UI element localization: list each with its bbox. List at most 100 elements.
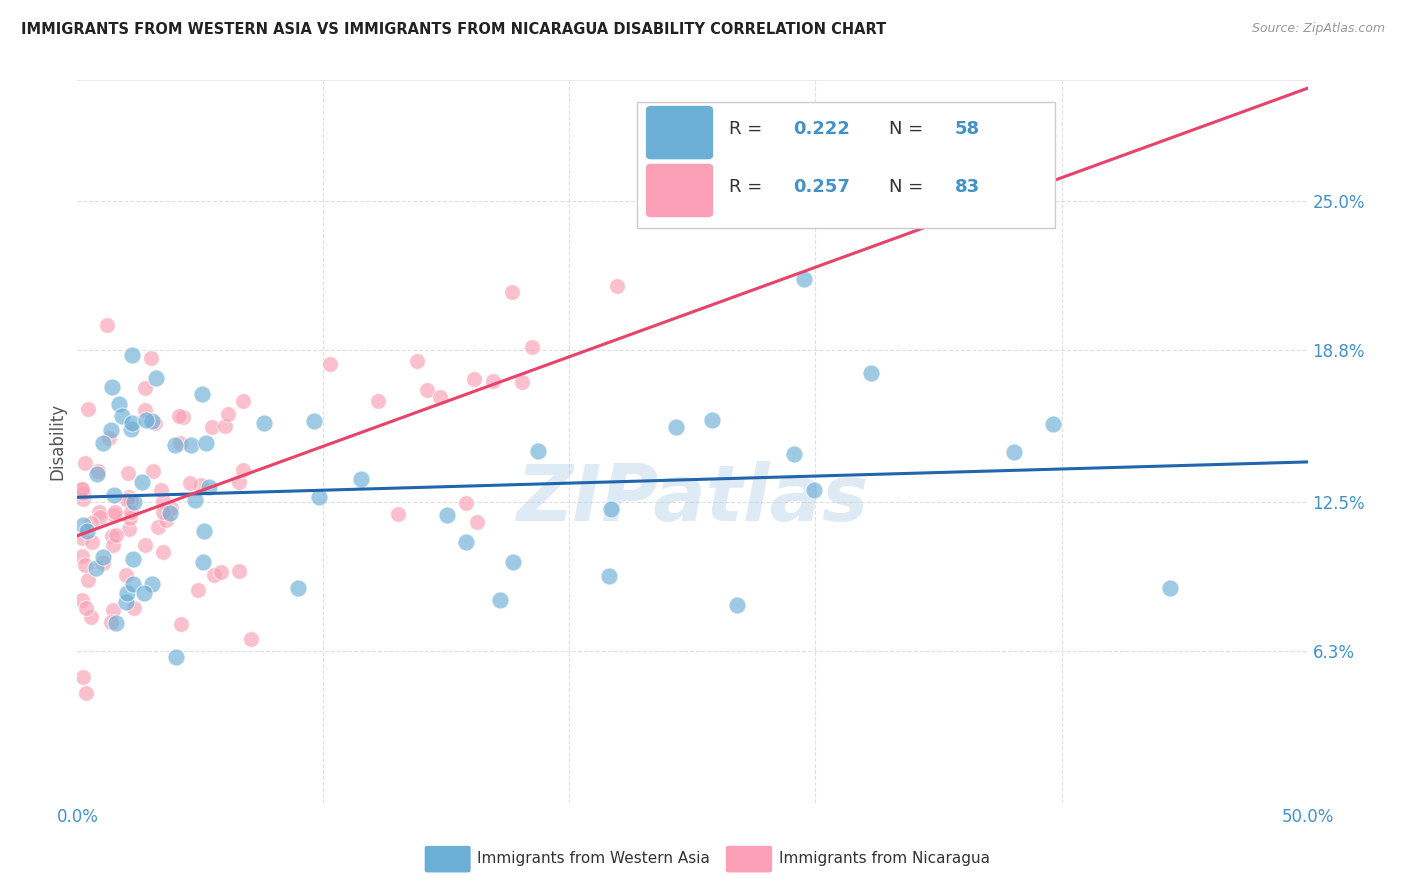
Point	[121, 348, 143, 362]
Point	[169, 435, 191, 450]
Point	[155, 513, 177, 527]
Point	[120, 494, 142, 508]
FancyBboxPatch shape	[637, 102, 1056, 228]
Point	[308, 490, 330, 504]
Point	[1002, 444, 1025, 458]
Point	[598, 569, 620, 583]
Point	[501, 285, 523, 299]
Point	[793, 271, 815, 285]
Point	[463, 372, 485, 386]
Point	[429, 390, 451, 404]
Point	[214, 419, 236, 434]
Point	[115, 567, 138, 582]
Text: 83: 83	[955, 178, 980, 196]
Point	[436, 508, 458, 522]
Point	[783, 447, 806, 461]
Point	[100, 423, 122, 437]
Point	[202, 568, 225, 582]
Point	[72, 670, 94, 684]
Point	[228, 564, 250, 578]
Text: IMMIGRANTS FROM WESTERN ASIA VS IMMIGRANTS FROM NICARAGUA DISABILITY CORRELATION: IMMIGRANTS FROM WESTERN ASIA VS IMMIGRAN…	[21, 22, 886, 37]
Point	[101, 603, 124, 617]
Point	[100, 529, 122, 543]
Point	[77, 573, 100, 587]
Point	[72, 486, 94, 500]
Point	[104, 615, 127, 630]
Text: Immigrants from Nicaragua: Immigrants from Nicaragua	[779, 851, 990, 866]
Point	[100, 380, 122, 394]
Point	[70, 482, 93, 496]
Point	[117, 490, 139, 504]
Point	[134, 382, 156, 396]
Point	[122, 601, 145, 615]
Point	[86, 561, 108, 575]
Point	[117, 585, 139, 599]
Text: 0.222: 0.222	[793, 120, 851, 138]
Point	[803, 483, 825, 497]
Point	[526, 444, 548, 458]
Point	[91, 556, 114, 570]
Point	[520, 340, 543, 354]
Point	[115, 595, 138, 609]
Text: N =: N =	[890, 178, 929, 196]
Point	[232, 463, 254, 477]
Point	[152, 494, 174, 508]
Text: Source: ZipAtlas.com: Source: ZipAtlas.com	[1251, 22, 1385, 36]
Point	[416, 383, 439, 397]
Text: ZIPatlas: ZIPatlas	[516, 461, 869, 537]
Point	[700, 413, 723, 427]
Point	[139, 351, 162, 365]
Point	[122, 577, 145, 591]
Point	[167, 409, 190, 423]
Point	[89, 509, 111, 524]
Point	[287, 581, 309, 595]
Point	[118, 522, 141, 536]
Point	[165, 649, 187, 664]
Point	[190, 478, 212, 492]
Text: R =: R =	[730, 120, 768, 138]
Point	[143, 417, 166, 431]
Point	[179, 476, 201, 491]
Point	[172, 409, 194, 424]
Point	[142, 464, 165, 478]
Point	[201, 419, 224, 434]
Point	[122, 495, 145, 509]
Point	[170, 617, 193, 632]
Point	[73, 558, 96, 572]
Point	[228, 475, 250, 490]
Point	[72, 491, 94, 506]
Y-axis label: Disability: Disability	[48, 403, 66, 480]
Point	[91, 550, 114, 565]
FancyBboxPatch shape	[425, 846, 471, 873]
Point	[253, 416, 276, 430]
Point	[80, 610, 103, 624]
Point	[145, 370, 167, 384]
Point	[240, 632, 263, 647]
Point	[502, 555, 524, 569]
Point	[104, 505, 127, 519]
Point	[599, 501, 621, 516]
Point	[76, 601, 98, 615]
Point	[134, 403, 156, 417]
FancyBboxPatch shape	[645, 105, 713, 160]
Point	[76, 524, 98, 538]
Point	[91, 436, 114, 450]
Point	[121, 421, 143, 435]
Point	[80, 535, 103, 549]
Point	[146, 519, 169, 533]
Point	[456, 496, 478, 510]
Point	[72, 518, 94, 533]
Point	[180, 438, 202, 452]
Point	[103, 508, 125, 522]
Point	[387, 507, 409, 521]
Point	[1159, 581, 1181, 595]
Point	[194, 436, 217, 450]
Point	[141, 414, 163, 428]
Text: N =: N =	[890, 120, 929, 138]
FancyBboxPatch shape	[725, 846, 772, 873]
Point	[183, 492, 205, 507]
Point	[193, 555, 215, 569]
Point	[198, 480, 221, 494]
Point	[118, 511, 141, 525]
Point	[86, 467, 108, 481]
